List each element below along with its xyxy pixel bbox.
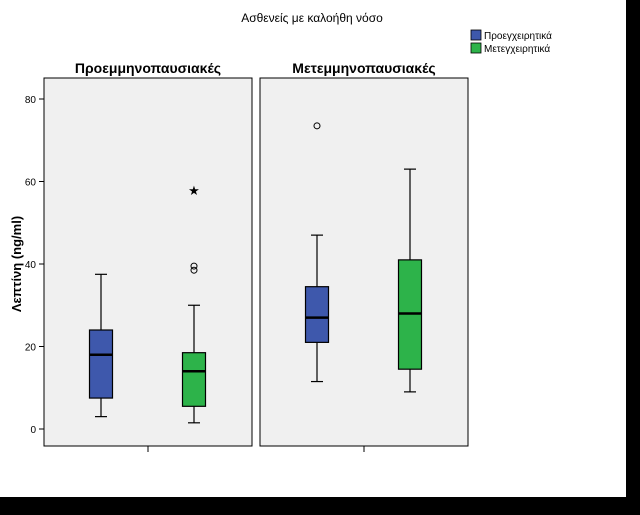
legend-swatch-pre — [470, 29, 482, 41]
y-tick-label: 80 — [25, 95, 37, 106]
chart-svg: Ασθενείς με καλοήθη νόσο Προεγχειρητικά … — [9, 11, 552, 452]
legend: Προεγχειρητικά Μετεγχειρητικά — [470, 29, 552, 55]
y-tick-label: 0 — [30, 425, 36, 436]
panel-title-premenopausal: Προεμμηνοπαυσιακές — [75, 60, 221, 76]
panel-premenopausal — [43, 77, 253, 447]
panel-title-postmenopausal: Μετεμμηνοπαυσιακές — [292, 60, 435, 76]
outlier-point — [190, 266, 198, 274]
legend-swatch-post — [470, 42, 482, 54]
y-tick-label: 60 — [25, 178, 37, 189]
y-tick-label: 20 — [25, 343, 37, 354]
legend-label-pre: Προεγχειρητικά — [484, 30, 552, 42]
extreme-point: ★ — [188, 183, 200, 198]
chart-canvas: Ασθενείς με καλοήθη νόσο Προεγχειρητικά … — [0, 0, 626, 497]
box-iqr — [181, 352, 207, 407]
y-tick-label: 40 — [25, 260, 37, 271]
panel-postmenopausal — [259, 77, 469, 447]
legend-label-post: Μετεγχειρητικά — [484, 43, 550, 55]
outlier-point — [313, 122, 321, 130]
box-iqr — [304, 286, 330, 343]
boxplots: ★ — [88, 122, 423, 424]
outlier-point — [190, 262, 198, 270]
y-axis: 0 20 40 60 80 — [25, 95, 44, 436]
box-iqr — [88, 329, 114, 399]
y-axis-label: Λεπτίνη (ng/ml) — [9, 216, 24, 312]
chart-title: Ασθενείς με καλοήθη νόσο — [241, 11, 383, 25]
